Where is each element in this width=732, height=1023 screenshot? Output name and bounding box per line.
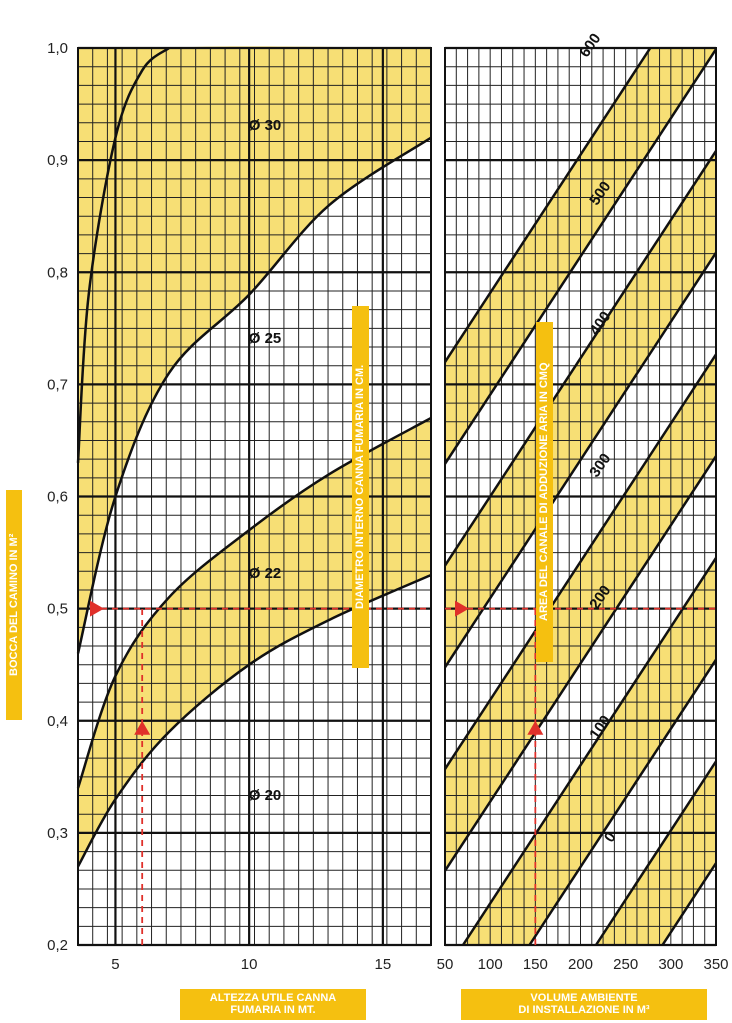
right-x-axis-label: VOLUME AMBIENTE DI INSTALLAZIONE IN M³	[461, 989, 707, 1020]
diag-line	[594, 759, 716, 945]
diag-line	[528, 657, 716, 945]
chart-grid	[77, 46, 717, 947]
diag-line	[445, 48, 652, 365]
y-tick-label: 1,0	[47, 40, 68, 57]
arrow-right-right-panel	[455, 600, 469, 617]
left-x-tick-label: 15	[375, 956, 392, 973]
right-x-tick-label: 100	[478, 956, 503, 973]
diag-line	[445, 48, 716, 467]
right-x-tick-label: 300	[658, 956, 683, 973]
y-tick-label: 0,5	[47, 601, 68, 618]
curve-3	[76, 573, 432, 868]
y-tick-label: 0,7	[47, 376, 68, 393]
band-label: Ø 22	[249, 565, 282, 582]
arrow-right-left-panel	[90, 600, 104, 617]
chart-curves	[76, 46, 716, 945]
left-x-tick-label: 10	[241, 956, 258, 973]
band-label: Ø 20	[249, 787, 282, 804]
curve-0	[76, 46, 170, 463]
right-x-tick-label: 200	[568, 956, 593, 973]
left-grid-frame	[77, 47, 432, 946]
y-tick-label: 0,9	[47, 152, 68, 169]
diag-line	[445, 453, 716, 874]
band-top	[78, 48, 169, 463]
right-x-tick-label: 250	[613, 956, 638, 973]
y-tick-label: 0,8	[47, 264, 68, 281]
band-label: Ø 30	[249, 117, 282, 134]
curve-2	[76, 416, 432, 789]
y-tick-label: 0,4	[47, 713, 68, 730]
left-center-label: DIAMETRO INTERNO CANNA FUMARIA IN CM.	[352, 306, 369, 668]
left-x-tick-label: 5	[111, 956, 119, 973]
y-axis-label: BOCCA DEL CAMINO IN M²	[6, 490, 22, 720]
right-center-label: AREA DEL CANALE DI ADDUZIONE ARIA IN CMQ	[536, 322, 553, 662]
band-label: Ø 25	[249, 330, 282, 347]
y-tick-label: 0,3	[47, 825, 68, 842]
y-tick-label: 0,6	[47, 489, 68, 506]
diag-line	[445, 352, 716, 772]
arrow-up-right-panel	[527, 720, 544, 735]
diag-line	[445, 250, 716, 670]
diag-line	[461, 555, 716, 945]
right-x-tick-label: 150	[523, 956, 548, 973]
y-tick-label: 0,2	[47, 937, 68, 954]
right-grid-frame	[444, 47, 717, 946]
left-x-axis-label: ALTEZZA UTILE CANNA FUMARIA IN MT.	[180, 989, 366, 1020]
reference-lines	[90, 600, 716, 945]
arrow-up-left-panel	[134, 720, 151, 735]
diag-line	[445, 148, 716, 568]
right-x-tick-label: 350	[703, 956, 728, 973]
right-x-tick-label: 50	[437, 956, 454, 973]
curve-1	[76, 136, 432, 654]
